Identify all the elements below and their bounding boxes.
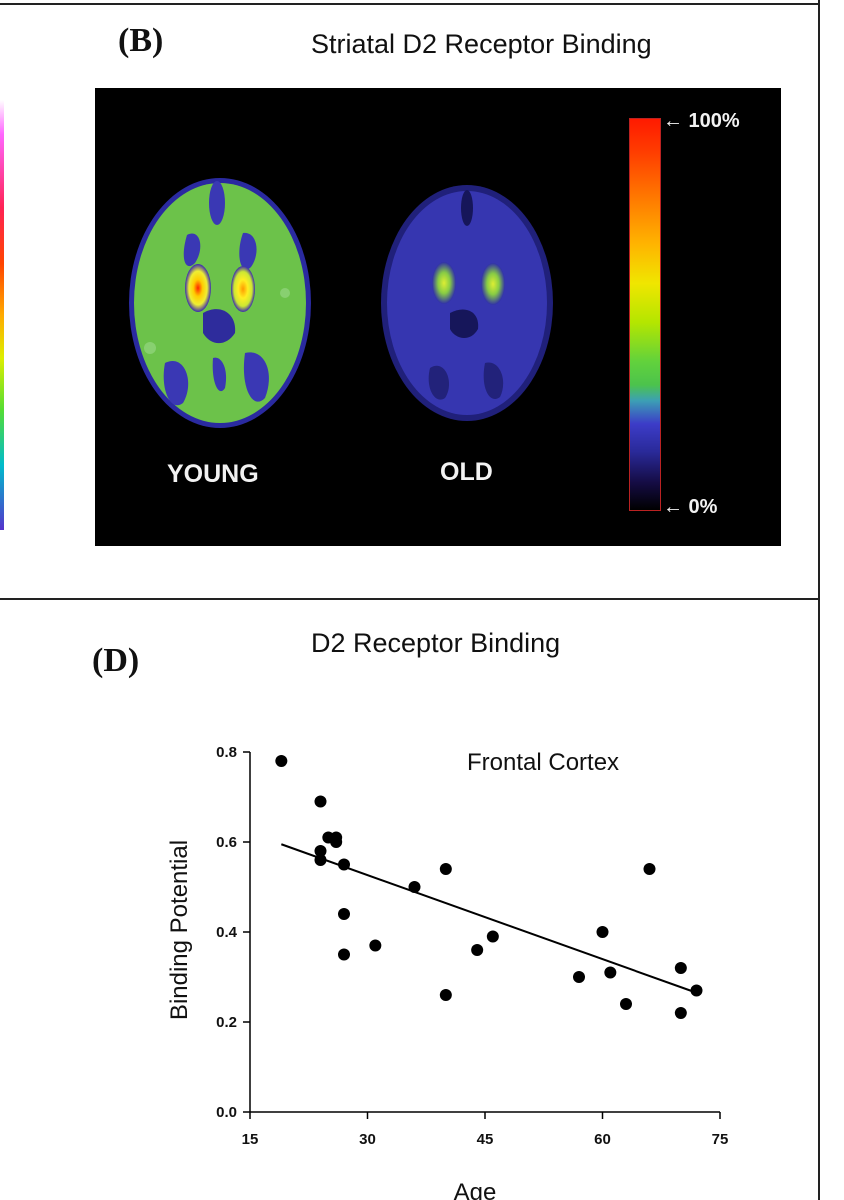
y-tick-label: 0.8	[216, 744, 237, 761]
data-point	[314, 845, 327, 857]
trend-line	[280, 843, 697, 994]
panel-right-border	[818, 0, 820, 1200]
data-point	[620, 998, 632, 1010]
data-point	[674, 962, 687, 974]
x-tick-label: 45	[477, 1131, 494, 1148]
old-brain-scan	[381, 185, 553, 421]
data-point	[439, 863, 452, 875]
panel-d-title: D2 Receptor Binding	[311, 628, 561, 658]
scatter-chart: 15 30 45 60 75 0.0 0.2 0.4 0.6 0.8 Frontal Cortex…	[166, 744, 729, 1200]
panel-top-border	[0, 3, 820, 5]
panel-divider	[0, 598, 820, 600]
x-tick-label: 30	[359, 1131, 376, 1148]
data-point	[643, 863, 656, 875]
data-point	[314, 795, 327, 808]
data-point	[275, 755, 288, 767]
old-label: OLD	[440, 458, 493, 486]
data-point	[486, 930, 499, 943]
data-point	[604, 966, 617, 979]
data-point	[690, 984, 703, 997]
data-point	[596, 926, 609, 938]
young-brain-scan	[129, 178, 311, 428]
data-point	[674, 1007, 687, 1019]
x-tick-label: 15	[242, 1131, 259, 1148]
y-tick-label: 0.6	[216, 834, 237, 851]
panel-b-title: Striatal D2 Receptor Binding	[311, 29, 652, 59]
pet-scan-panel: YOUNG OLD ← 100% ← 0%	[95, 88, 781, 546]
data-point	[471, 944, 484, 956]
y-tick-label: 0.4	[216, 924, 238, 941]
data-point	[314, 854, 327, 866]
y-tick-label: 0.0	[216, 1104, 237, 1121]
data-point	[330, 836, 343, 848]
scale-max-label: ← 100%	[663, 110, 740, 132]
panel-d-letter: (D)	[92, 642, 140, 679]
data-point	[439, 989, 452, 1001]
data-point	[408, 881, 421, 893]
data-point	[573, 971, 585, 983]
y-tick-label: 0.2	[216, 1014, 237, 1031]
color-scale-bar	[629, 118, 661, 511]
x-tick-label: 75	[712, 1131, 729, 1148]
y-axis-label: Binding Potential	[166, 840, 193, 1020]
data-point	[369, 939, 382, 952]
data-point	[338, 858, 350, 871]
left-panel-color-strip	[0, 100, 4, 530]
young-label: YOUNG	[167, 460, 259, 488]
x-tick-label: 60	[594, 1131, 611, 1148]
panel-b-letter: (B)	[118, 22, 164, 59]
data-point	[338, 908, 350, 920]
data-point	[338, 948, 350, 961]
chart-annotation: Frontal Cortex	[467, 749, 619, 776]
x-axis-label: Age	[454, 1179, 497, 1200]
scale-min-label: ← 0%	[663, 496, 718, 518]
